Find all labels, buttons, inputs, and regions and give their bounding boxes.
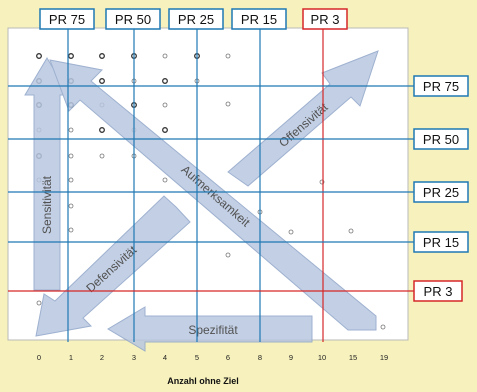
top-label-box-1 — [39, 8, 95, 30]
scatter-point — [225, 101, 231, 107]
x-tick-3: 3 — [132, 353, 136, 362]
defensivity-arrow — [35, 195, 191, 337]
arrows: Sensitivität Aufmerksamkeit Offensivität… — [24, 50, 379, 352]
scatter-point — [68, 53, 74, 59]
top-label-pr75: PR 75 — [49, 12, 85, 27]
scatter-point — [36, 53, 42, 59]
scatter-point — [68, 203, 74, 209]
scatter-point — [68, 153, 74, 159]
scatter-point — [68, 227, 74, 233]
top-label-pr15: PR 15 — [241, 12, 277, 27]
right-label-pr75: PR 75 — [423, 79, 459, 94]
right-label-box-1 — [413, 75, 469, 97]
right-label-pr3: PR 3 — [424, 284, 453, 299]
scatter-point — [380, 324, 386, 330]
scatter-point — [162, 102, 168, 108]
scatter-point — [162, 177, 168, 183]
percentile-lines — [8, 26, 414, 342]
offensivity-arrow — [227, 50, 379, 187]
x-tick-9: 10 — [318, 353, 326, 362]
x-tick-6: 6 — [226, 353, 230, 362]
x-axis: 0 1 2 3 4 5 6 8 9 10 15 19 — [37, 353, 388, 362]
right-label-box-5 — [413, 280, 463, 302]
right-labels: PR 75 PR 50 PR 25 PR 15 PR 3 — [413, 75, 469, 302]
x-tick-7: 8 — [258, 353, 262, 362]
x-tick-5: 5 — [195, 353, 199, 362]
scatter-point — [99, 127, 105, 133]
x-tick-11: 19 — [380, 353, 388, 362]
top-label-box-2 — [105, 8, 161, 30]
scatter-point — [225, 53, 231, 59]
x-tick-4: 4 — [163, 353, 167, 362]
right-label-box-4 — [413, 231, 469, 253]
scatter-point — [348, 228, 354, 234]
scatter-point — [99, 153, 105, 159]
scatter-point — [68, 177, 74, 183]
scatter-point — [288, 229, 294, 235]
right-label-pr50: PR 50 — [423, 132, 459, 147]
top-labels: PR 75 PR 50 PR 25 PR 15 PR 3 — [39, 8, 348, 30]
top-label-pr25: PR 25 — [178, 12, 214, 27]
top-label-pr50: PR 50 — [115, 12, 151, 27]
right-label-box-2 — [413, 128, 469, 150]
x-tick-2: 2 — [100, 353, 104, 362]
top-label-box-3 — [168, 8, 224, 30]
scatter-point — [162, 127, 168, 133]
specificity-label: Spezifität — [188, 323, 238, 337]
top-label-pr3: PR 3 — [311, 12, 340, 27]
right-label-box-3 — [413, 181, 469, 203]
x-tick-10: 15 — [349, 353, 357, 362]
x-axis-label: Anzahl ohne Ziel — [167, 376, 239, 386]
x-tick-8: 9 — [289, 353, 293, 362]
top-label-box-4 — [231, 8, 287, 30]
x-tick-1: 1 — [69, 353, 73, 362]
scatter-point — [36, 300, 42, 306]
scatter-point — [99, 78, 105, 84]
specificity-arrow — [107, 306, 313, 352]
right-label-pr25: PR 25 — [423, 185, 459, 200]
scatter-point — [68, 127, 74, 133]
top-label-box-5 — [302, 8, 348, 30]
attention-arrow — [49, 59, 377, 331]
scatter-point — [162, 78, 168, 84]
scatter-point — [319, 179, 325, 185]
scatter-point — [225, 252, 231, 258]
scatter-point — [162, 53, 168, 59]
scatter-point — [99, 53, 105, 59]
right-label-pr15: PR 15 — [423, 235, 459, 250]
sensitivity-label: Sensitivität — [40, 175, 54, 234]
x-tick-0: 0 — [37, 353, 41, 362]
